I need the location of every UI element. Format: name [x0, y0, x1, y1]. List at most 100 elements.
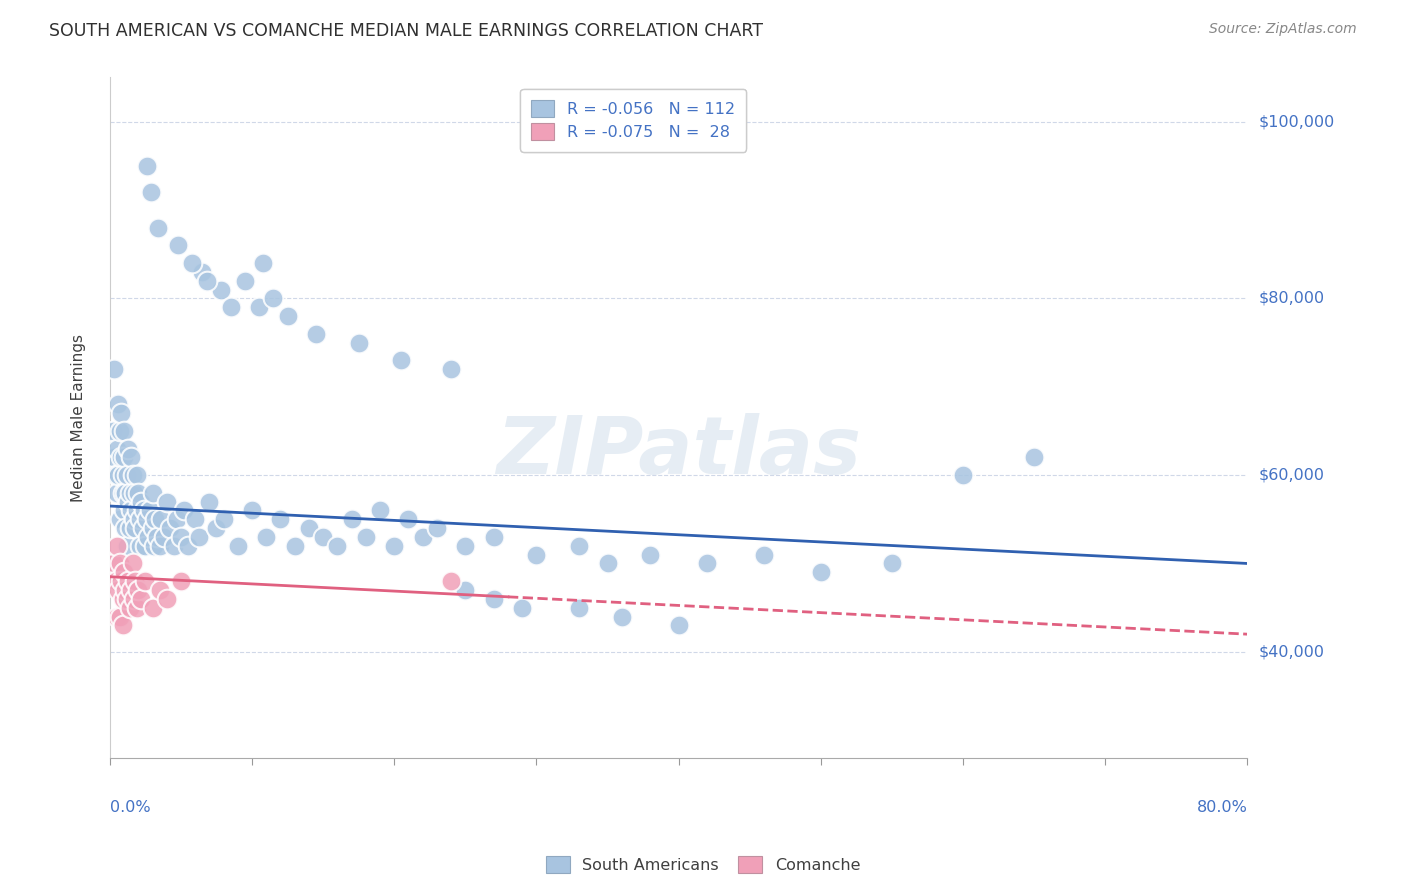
Point — [312, 530, 335, 544]
Point — [149, 539, 172, 553]
Point — [114, 582, 136, 597]
Point — [156, 591, 179, 606]
Point — [108, 557, 131, 571]
Point — [136, 530, 159, 544]
Point — [111, 468, 134, 483]
Point — [120, 582, 142, 597]
Point — [114, 485, 136, 500]
Point — [233, 274, 256, 288]
Point — [111, 618, 134, 632]
Point — [118, 485, 141, 500]
Point — [156, 494, 179, 508]
Point — [124, 521, 146, 535]
Point — [638, 548, 661, 562]
Point — [880, 557, 903, 571]
Point — [139, 186, 162, 200]
Point — [262, 291, 284, 305]
Point — [108, 512, 131, 526]
Point — [122, 591, 145, 606]
Point — [188, 530, 211, 544]
Point — [105, 609, 128, 624]
Point — [440, 362, 463, 376]
Point — [112, 424, 135, 438]
Text: $40,000: $40,000 — [1258, 644, 1324, 659]
Point — [510, 600, 533, 615]
Point — [269, 512, 291, 526]
Point — [952, 468, 974, 483]
Point — [482, 530, 505, 544]
Point — [284, 539, 307, 553]
Point — [112, 450, 135, 465]
Point — [526, 548, 548, 562]
Point — [110, 574, 132, 589]
Point — [610, 609, 633, 624]
Point — [134, 574, 156, 589]
Point — [141, 600, 163, 615]
Point — [191, 265, 214, 279]
Point — [198, 494, 221, 508]
Text: 80.0%: 80.0% — [1197, 799, 1247, 814]
Point — [389, 353, 412, 368]
Point — [108, 424, 131, 438]
Legend: South Americans, Comanche: South Americans, Comanche — [540, 849, 866, 880]
Legend: R = -0.056   N = 112, R = -0.075   N =  28: R = -0.056 N = 112, R = -0.075 N = 28 — [520, 89, 747, 152]
Point — [247, 300, 270, 314]
Point — [240, 503, 263, 517]
Point — [205, 521, 228, 535]
Point — [368, 503, 391, 517]
Point — [482, 591, 505, 606]
Point — [115, 468, 138, 483]
Point — [181, 256, 204, 270]
Point — [118, 521, 141, 535]
Point — [142, 539, 165, 553]
Point — [111, 591, 134, 606]
Point — [118, 600, 141, 615]
Point — [135, 512, 157, 526]
Point — [117, 574, 139, 589]
Point — [568, 600, 591, 615]
Point — [412, 530, 434, 544]
Point — [129, 494, 152, 508]
Point — [340, 512, 363, 526]
Point — [696, 557, 718, 571]
Point — [128, 539, 150, 553]
Point — [149, 582, 172, 597]
Point — [132, 503, 155, 517]
Point — [122, 512, 145, 526]
Point — [104, 574, 127, 589]
Point — [128, 512, 150, 526]
Y-axis label: Median Male Earnings: Median Male Earnings — [72, 334, 86, 501]
Point — [298, 521, 321, 535]
Text: $60,000: $60,000 — [1258, 467, 1324, 483]
Point — [150, 512, 173, 526]
Text: ZIPatlas: ZIPatlas — [496, 413, 860, 491]
Text: Source: ZipAtlas.com: Source: ZipAtlas.com — [1209, 22, 1357, 37]
Point — [135, 159, 157, 173]
Point — [326, 539, 349, 553]
Point — [107, 468, 129, 483]
Point — [143, 512, 166, 526]
Point — [195, 274, 218, 288]
Point — [115, 591, 138, 606]
Text: $80,000: $80,000 — [1258, 291, 1324, 306]
Point — [108, 609, 131, 624]
Point — [121, 468, 143, 483]
Point — [148, 220, 170, 235]
Point — [110, 406, 132, 420]
Point — [103, 362, 125, 376]
Point — [440, 574, 463, 589]
Point — [159, 521, 181, 535]
Point — [354, 530, 377, 544]
Point — [167, 238, 190, 252]
Point — [105, 442, 128, 456]
Point — [125, 600, 148, 615]
Point — [347, 335, 370, 350]
Point — [127, 582, 149, 597]
Point — [129, 591, 152, 606]
Point — [107, 397, 129, 411]
Point — [101, 424, 124, 438]
Point — [398, 512, 420, 526]
Point — [752, 548, 775, 562]
Point — [170, 574, 193, 589]
Point — [117, 494, 139, 508]
